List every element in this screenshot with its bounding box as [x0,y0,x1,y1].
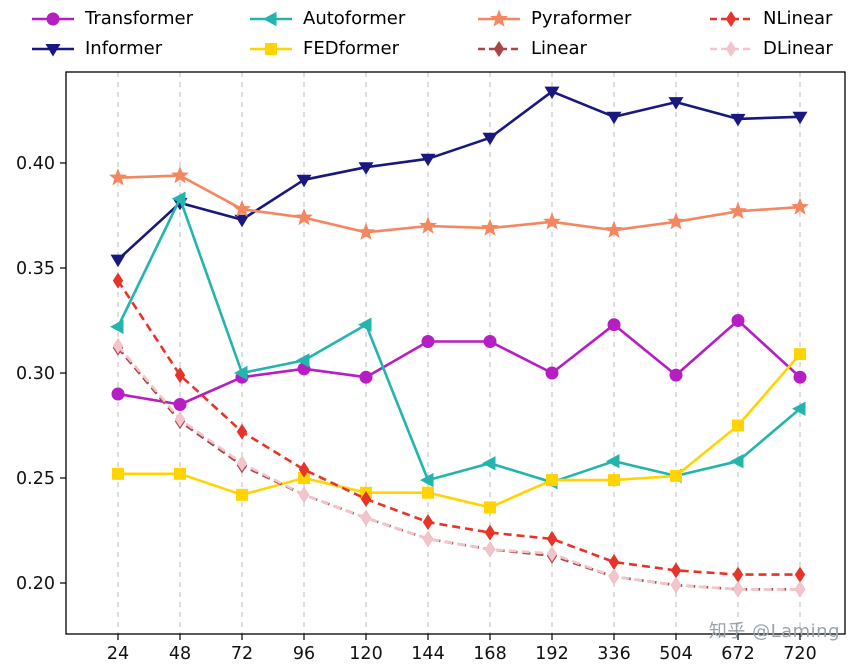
circle-marker-icon [32,12,74,25]
legend-label: FEDformer [303,38,400,59]
x-tick-label: 24 [107,644,129,664]
y-tick-label: 0.30 [16,364,55,384]
diamond-marker-icon [478,40,520,57]
series-informer [110,86,808,268]
legend-label: DLinear [763,38,833,59]
chart-legend: Transformer Informer Autoformer FEDformer Py… [30,5,833,62]
x-tick-label: 72 [231,644,253,664]
x-tick-label: 168 [473,644,506,664]
x-tick-label: 192 [535,644,568,664]
legend-label: NLinear [763,8,833,29]
triangle-left-marker-icon [250,11,292,26]
star-marker-icon [478,9,520,27]
legend-item-autoformer: Autoformer [248,5,476,32]
x-tick-label: 120 [349,644,382,664]
legend-label: Pyraformer [531,8,632,29]
legend-label: Informer [85,38,163,59]
x-tick-label: 336 [597,644,630,664]
series-fedformer [112,348,806,514]
legend-item-linear: Linear [476,35,708,62]
x-tick-label: 144 [411,644,444,664]
legend-item-fedformer: FEDformer [248,35,476,62]
plot-border [65,71,846,635]
legend-item-informer: Informer [30,35,248,62]
legend-label: Autoformer [303,8,406,29]
series-dlinear [112,337,806,598]
x-tick-label: 720 [783,644,816,664]
triangle-down-marker-icon [32,43,74,56]
series-transformer [111,314,807,411]
legend-item-nlinear: NLinear [708,5,833,32]
series-linear [112,339,806,598]
y-tick-label: 0.40 [16,154,55,174]
legend-item-dlinear: DLinear [708,35,833,62]
x-tick-label: 672 [721,644,754,664]
x-tick-label: 96 [293,644,315,664]
x-tick-label: 504 [659,644,692,664]
legend-item-transformer: Transformer [30,5,248,32]
legend-item-pyraformer: Pyraformer [476,5,708,32]
series-pyraformer [109,166,809,240]
x-tick-label: 48 [169,644,191,664]
watermark: 知乎 @Laming [708,621,840,642]
square-marker-icon [250,42,292,55]
diamond-marker-icon [710,10,752,27]
y-tick-label: 0.20 [16,574,55,594]
y-tick-label: 0.35 [16,259,55,279]
diamond-marker-icon [710,40,752,57]
series-nlinear [112,272,806,583]
legend-label: Linear [531,38,587,59]
y-tick-label: 0.25 [16,469,55,489]
legend-label: Transformer [85,8,194,29]
